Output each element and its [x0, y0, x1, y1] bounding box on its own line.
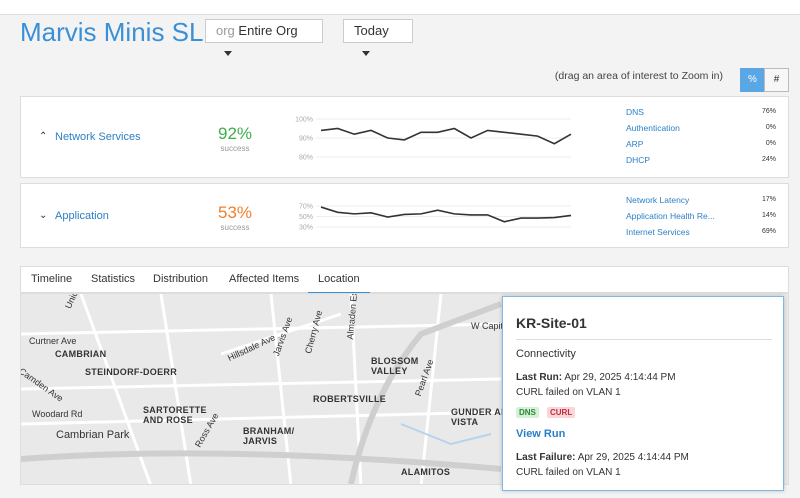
- breakdown-name[interactable]: Network Latency: [626, 195, 690, 205]
- tab[interactable]: Location: [308, 273, 370, 294]
- last-run-label: Last Run:: [516, 372, 563, 383]
- map-label: ALAMITOS: [401, 467, 451, 477]
- sparkline-line: [320, 127, 572, 145]
- chevron: ⌃: [39, 131, 48, 142]
- breakdown-value: 76%: [761, 108, 776, 115]
- zoom-hint: (drag an area of interest to Zoom in): [554, 70, 723, 82]
- map-label: STEINDORF-DOERR: [85, 367, 177, 377]
- map-label: ROBERTSVILLE: [313, 394, 387, 404]
- highway: [21, 450, 502, 472]
- breakdown-value: 17%: [761, 196, 776, 203]
- map-label: Cambrian Park: [56, 429, 130, 441]
- toggle-percent[interactable]: %: [740, 68, 765, 92]
- org-value: Entire Org: [238, 23, 298, 38]
- highway: [348, 301, 503, 484]
- y-tick-label: 80%: [299, 155, 313, 162]
- map-label: Woodard Rd: [32, 409, 83, 419]
- time-dropdown[interactable]: Today: [343, 19, 413, 57]
- y-tick-label: 90%: [299, 136, 313, 143]
- last-run-detail: CURL failed on VLAN 1: [516, 387, 621, 398]
- breakdown-value: 0%: [765, 140, 776, 147]
- sparkline: 30% 50% 70%: [299, 204, 572, 232]
- breakdown-name[interactable]: Application Health Re...: [626, 211, 715, 221]
- metric-label: success: [220, 144, 250, 153]
- tab[interactable]: Timeline: [31, 273, 73, 285]
- y-tick-label: 30%: [299, 225, 313, 232]
- y-tick-label: 100%: [295, 117, 313, 124]
- sle-panel: ⌃ Network Services 92% success 80% 90% 100% DNS…: [20, 96, 789, 178]
- last-failure: Apr 29, 2025 4:14:44 PM: [577, 452, 689, 463]
- metric: 53%: [217, 202, 253, 222]
- sle-panel: ⌄ Application 53% success 30% 50% 70% Network L…: [20, 183, 789, 248]
- map-label: GUNDER AND VISTA: [451, 407, 515, 427]
- top-bar: [0, 0, 800, 15]
- metric: 92%: [217, 124, 253, 143]
- y-tick-label: 50%: [299, 214, 313, 221]
- view-run-link[interactable]: View Run: [516, 428, 566, 440]
- sparkline: 80% 90% 100%: [295, 117, 572, 162]
- org-dropdown[interactable]: org Entire Org: [205, 19, 323, 57]
- breakdown-name[interactable]: DHCP: [626, 155, 651, 165]
- breakdown-name[interactable]: Internet Services: [626, 227, 690, 237]
- last-failure-label: Last Failure:: [516, 452, 576, 463]
- panel-name[interactable]: Network Services: [55, 131, 141, 143]
- map-roads: [21, 294, 503, 484]
- road: [21, 322, 502, 336]
- tab-bar: Timeline Statistics Distribution Affected I…: [20, 266, 789, 294]
- tag: DNS: [516, 407, 539, 418]
- road: [21, 410, 502, 426]
- popup-title: KR-Site-01: [516, 315, 587, 331]
- page-title: Marvis Minis SLE: [20, 17, 221, 47]
- divider: [516, 339, 772, 340]
- breakdown-name[interactable]: ARP: [626, 139, 644, 149]
- last-run: Apr 29, 2025 4:14:44 PM: [564, 372, 676, 383]
- tag: CURL: [547, 407, 576, 418]
- panel-name[interactable]: Application: [55, 209, 109, 222]
- map-label: SARTORETTE AND ROSE: [143, 405, 207, 425]
- creek: [400, 423, 492, 446]
- time-value: Today: [354, 23, 389, 38]
- sparkline-line: [320, 206, 572, 223]
- breakdown-value: 0%: [765, 124, 776, 131]
- tab[interactable]: Affected Items: [229, 273, 300, 285]
- road: [21, 377, 502, 391]
- breakdown-value: 69%: [761, 228, 776, 235]
- tab[interactable]: Distribution: [153, 273, 209, 285]
- org-label: org: [216, 23, 235, 38]
- breakdown-value: 24%: [761, 156, 776, 163]
- y-tick-label: 70%: [299, 204, 313, 211]
- toggle-count[interactable]: #: [764, 68, 789, 92]
- section: Connectivity: [516, 348, 576, 360]
- map-label: CAMBRIAN: [55, 349, 107, 359]
- map-label: BLOSSOM VALLEY: [371, 356, 419, 376]
- breakdown-name[interactable]: Authentication: [626, 123, 680, 133]
- tab[interactable]: Statistics: [91, 273, 136, 285]
- map-label: BRANHAM/ JARVIS: [243, 426, 295, 446]
- caret: [362, 51, 370, 57]
- last-failure-detail: CURL failed on VLAN 1: [516, 467, 621, 478]
- breakdown-name[interactable]: DNS: [626, 107, 644, 117]
- site-popup: KR-Site-01 Connectivity Last Run: Apr 29…: [502, 296, 784, 491]
- chevron: ⌄: [39, 209, 48, 221]
- map-label: W Capit: [471, 321, 504, 331]
- caret: [224, 51, 232, 57]
- breakdown-value: 14%: [761, 212, 776, 219]
- highways: [21, 301, 503, 484]
- road: [220, 312, 342, 356]
- map-label: Curtner Ave: [29, 336, 77, 346]
- metric-label: success: [220, 222, 250, 232]
